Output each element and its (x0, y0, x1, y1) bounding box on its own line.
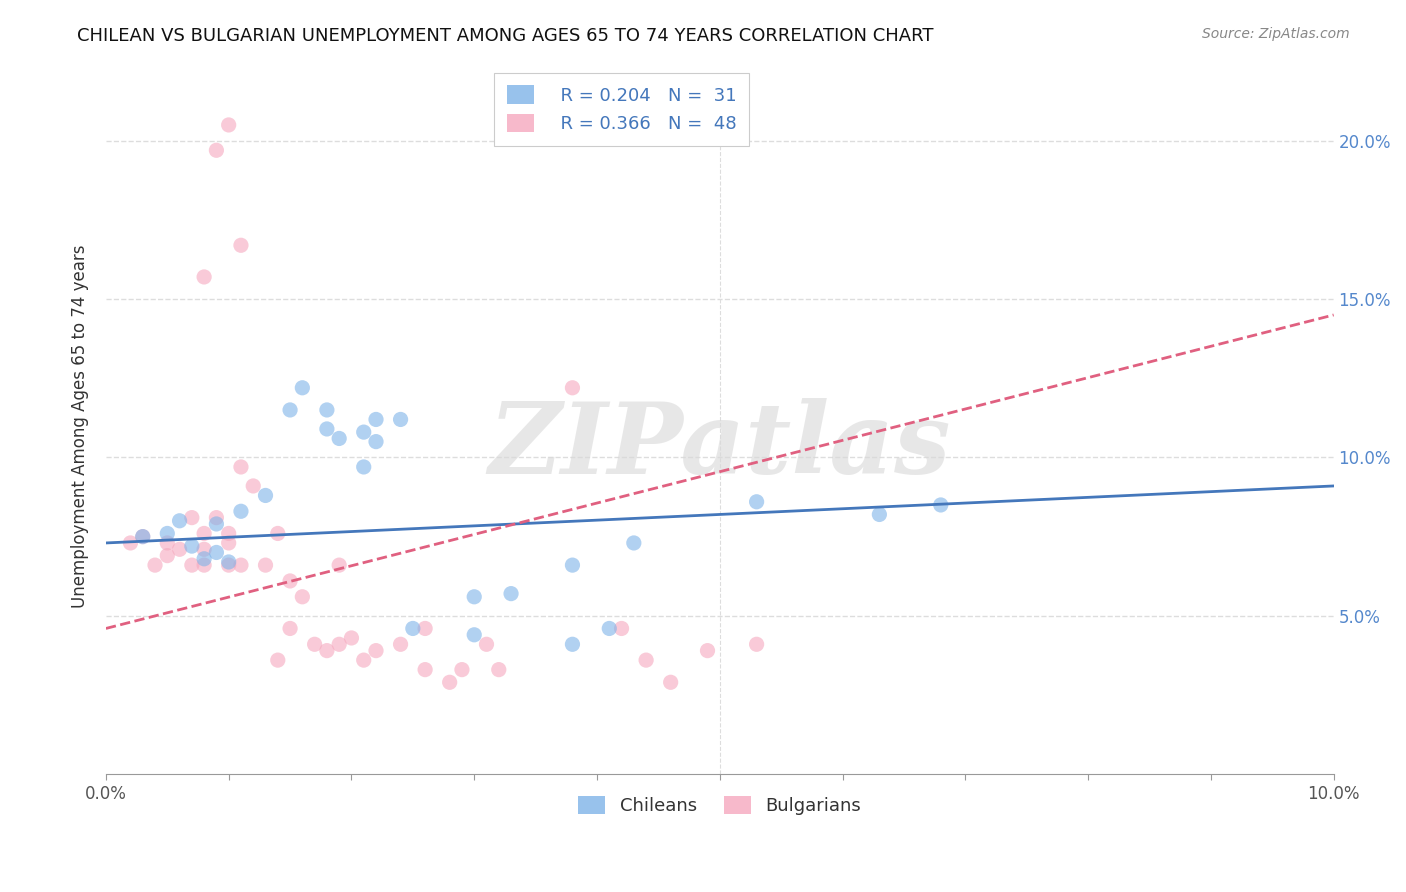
Point (659, 675, 682, 690)
Point (193, 269, 215, 284)
Point (316, 403, 339, 417)
Point (413, 663, 436, 677)
Point (193, 558, 215, 573)
Point (156, 536, 179, 550)
Point (205, 143, 228, 157)
Point (278, 574, 301, 588)
Point (180, 539, 202, 553)
Point (745, 637, 768, 651)
Point (316, 422, 339, 436)
Point (328, 432, 350, 446)
Point (254, 488, 277, 502)
Y-axis label: Unemployment Among Ages 65 to 74 years: Unemployment Among Ages 65 to 74 years (72, 244, 89, 607)
Point (278, 403, 301, 417)
Point (180, 510, 202, 524)
Point (156, 549, 179, 563)
Point (218, 555, 240, 569)
Point (340, 631, 363, 645)
Text: Source: ZipAtlas.com: Source: ZipAtlas.com (1202, 27, 1350, 41)
Point (463, 628, 485, 642)
Point (463, 590, 485, 604)
Point (242, 479, 264, 493)
Point (169, 514, 191, 528)
Point (218, 118, 240, 132)
Point (180, 558, 202, 573)
Point (389, 637, 412, 651)
Point (439, 675, 461, 690)
Point (623, 536, 645, 550)
Point (636, 653, 658, 667)
Point (254, 558, 277, 573)
Point (132, 530, 155, 544)
Point (229, 504, 252, 518)
Point (745, 495, 768, 509)
Point (218, 526, 240, 541)
Point (499, 586, 522, 600)
Point (278, 622, 301, 636)
Point (267, 526, 290, 541)
Point (304, 637, 326, 651)
Point (156, 526, 179, 541)
Point (193, 551, 215, 566)
Point (561, 637, 583, 651)
Point (218, 558, 240, 573)
Point (353, 653, 375, 667)
Point (610, 622, 633, 636)
Legend: Chileans, Bulgarians: Chileans, Bulgarians (569, 787, 870, 824)
Point (132, 530, 155, 544)
Text: ZIPatlas: ZIPatlas (489, 399, 950, 495)
Point (561, 381, 583, 395)
Point (402, 622, 425, 636)
Point (291, 381, 314, 395)
Point (598, 622, 620, 636)
Point (328, 558, 350, 573)
Point (316, 643, 339, 657)
Point (229, 459, 252, 474)
Point (696, 643, 718, 657)
Point (229, 238, 252, 252)
Point (205, 545, 228, 559)
Point (218, 536, 240, 550)
Point (451, 663, 474, 677)
Point (193, 526, 215, 541)
Point (267, 653, 290, 667)
Point (929, 498, 952, 512)
Text: CHILEAN VS BULGARIAN UNEMPLOYMENT AMONG AGES 65 TO 74 YEARS CORRELATION CHART: CHILEAN VS BULGARIAN UNEMPLOYMENT AMONG … (77, 27, 934, 45)
Point (169, 542, 191, 557)
Point (205, 510, 228, 524)
Point (364, 412, 387, 426)
Point (229, 558, 252, 573)
Point (328, 637, 350, 651)
Point (413, 622, 436, 636)
Point (353, 459, 375, 474)
Point (561, 558, 583, 573)
Point (868, 508, 890, 522)
Point (143, 558, 166, 573)
Point (364, 434, 387, 449)
Point (291, 590, 314, 604)
Point (364, 643, 387, 657)
Point (120, 536, 142, 550)
Point (488, 663, 510, 677)
Point (389, 412, 412, 426)
Point (193, 542, 215, 557)
Point (205, 516, 228, 531)
Point (353, 425, 375, 439)
Point (475, 637, 498, 651)
